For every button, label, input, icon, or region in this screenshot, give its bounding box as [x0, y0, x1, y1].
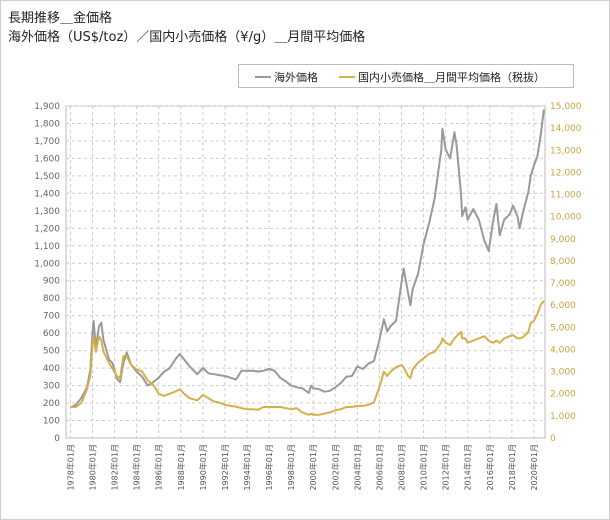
y-left-tick-label: 500 [43, 347, 60, 357]
y-left-tick-label: 1,300 [34, 207, 60, 217]
x-tick-label: 2020年01月 [529, 444, 539, 491]
y-right-tick-label: 3,000 [550, 368, 576, 378]
x-tick-label: 2004年01月 [352, 444, 362, 491]
legend-swatch-overseas [255, 76, 271, 78]
y-right-tick-label: 14,000 [550, 124, 582, 134]
x-tick-label: 1994年01月 [242, 444, 252, 491]
y-left-tick-label: 100 [43, 417, 60, 427]
chart-subtitle: 海外価格（US$/toz）／国内小売価格（¥/g）＿月間平均価格 [8, 30, 366, 45]
plot-area-border [65, 105, 546, 439]
y-left-tick-label: 1,800 [34, 119, 60, 129]
right-axis-ticks: 0 1,000 2,000 3,000 4,000 5,000 6,000 7,000 8,00… [550, 102, 582, 444]
y-right-tick-label: 9,000 [550, 235, 576, 245]
y-left-tick-label: 1,200 [34, 224, 60, 234]
y-right-tick-label: 10,000 [550, 213, 582, 223]
y-left-tick-label: 1,000 [34, 259, 60, 269]
y-left-tick-label: 1,900 [34, 102, 60, 112]
x-tick-label: 2010年01月 [419, 444, 429, 491]
y-right-tick-label: 12,000 [550, 168, 582, 178]
grid [65, 105, 546, 439]
x-tick-label: 2008年01月 [397, 444, 407, 491]
y-left-tick-label: 400 [43, 364, 60, 374]
x-tick-label: 2014年01月 [463, 444, 473, 491]
x-tick-label: 2018年01月 [507, 444, 517, 491]
y-right-tick-label: 1,000 [550, 412, 576, 422]
y-right-tick-label: 8,000 [550, 257, 576, 267]
y-left-tick-label: 1,500 [34, 172, 60, 182]
y-left-tick-label: 1,100 [34, 242, 60, 252]
y-left-tick-label: 1,400 [34, 189, 60, 199]
y-left-tick-label: 600 [43, 329, 60, 339]
x-tick-label: 1982年01月 [110, 444, 120, 491]
legend-item-domestic: 国内小売価格＿月間平均価格（税抜） [339, 69, 545, 85]
y-right-tick-label: 13,000 [550, 146, 582, 156]
y-right-tick-label: 6,000 [550, 301, 576, 311]
y-left-tick-label: 900 [43, 277, 60, 287]
y-left-tick-label: 200 [43, 399, 60, 409]
x-tick-label: 2016年01月 [485, 444, 495, 491]
x-tick-label: 2012年01月 [441, 444, 451, 491]
y-left-tick-label: 800 [43, 294, 60, 304]
legend-item-overseas: 海外価格 [255, 69, 318, 85]
legend: 海外価格 国内小売価格＿月間平均価格（税抜） [238, 64, 574, 88]
legend-swatch-domestic [339, 76, 355, 78]
x-tick-label: 1978年01月 [65, 444, 75, 491]
series-line-domestic [70, 300, 545, 416]
y-right-tick-label: 5,000 [550, 323, 576, 333]
y-right-tick-label: 2,000 [550, 390, 576, 400]
x-tick-label: 1988年01月 [176, 444, 186, 491]
left-axis-ticks: 0 100 200 300 400 500 600 700 800 900 1,000 1,100 1,… [34, 102, 60, 444]
y-right-tick-label: 15,000 [550, 102, 582, 112]
x-tick-label: 1990年01月 [198, 444, 208, 491]
x-tick-label: 1996年01月 [264, 444, 274, 491]
legend-label-domestic: 国内小売価格＿月間平均価格（税抜） [358, 71, 545, 84]
x-tick-label: 1998年01月 [286, 444, 296, 491]
y-left-tick-label: 300 [43, 382, 60, 392]
series-line-overseas [69, 109, 545, 409]
x-tick-label: 2006年01月 [374, 444, 384, 491]
y-left-tick-label: 700 [43, 312, 60, 322]
y-right-tick-label: 7,000 [550, 279, 576, 289]
y-right-tick-label: 11,000 [550, 191, 582, 201]
x-axis-ticks: 1978年01月 1980年01月 1982年01月 1984年01月 1986年01月… [65, 444, 539, 491]
x-tick-label: 1984年01月 [132, 444, 142, 491]
x-tick-label: 1980年01月 [87, 444, 97, 491]
y-left-tick-label: 1,700 [34, 137, 60, 147]
y-right-tick-label: 0 [550, 434, 556, 444]
x-tick-label: 2002年01月 [330, 444, 340, 491]
y-left-tick-label: 1,600 [34, 154, 60, 164]
chart-title: 長期推移＿金価格 [8, 11, 113, 26]
series-lines [69, 109, 545, 416]
y-right-tick-label: 4,000 [550, 345, 576, 355]
x-tick-label: 1986年01月 [154, 444, 164, 491]
legend-label-overseas: 海外価格 [274, 71, 318, 84]
y-left-tick-label: 0 [54, 434, 60, 444]
x-tick-label: 1992年01月 [220, 444, 230, 491]
x-tick-label: 2000年01月 [308, 444, 318, 491]
